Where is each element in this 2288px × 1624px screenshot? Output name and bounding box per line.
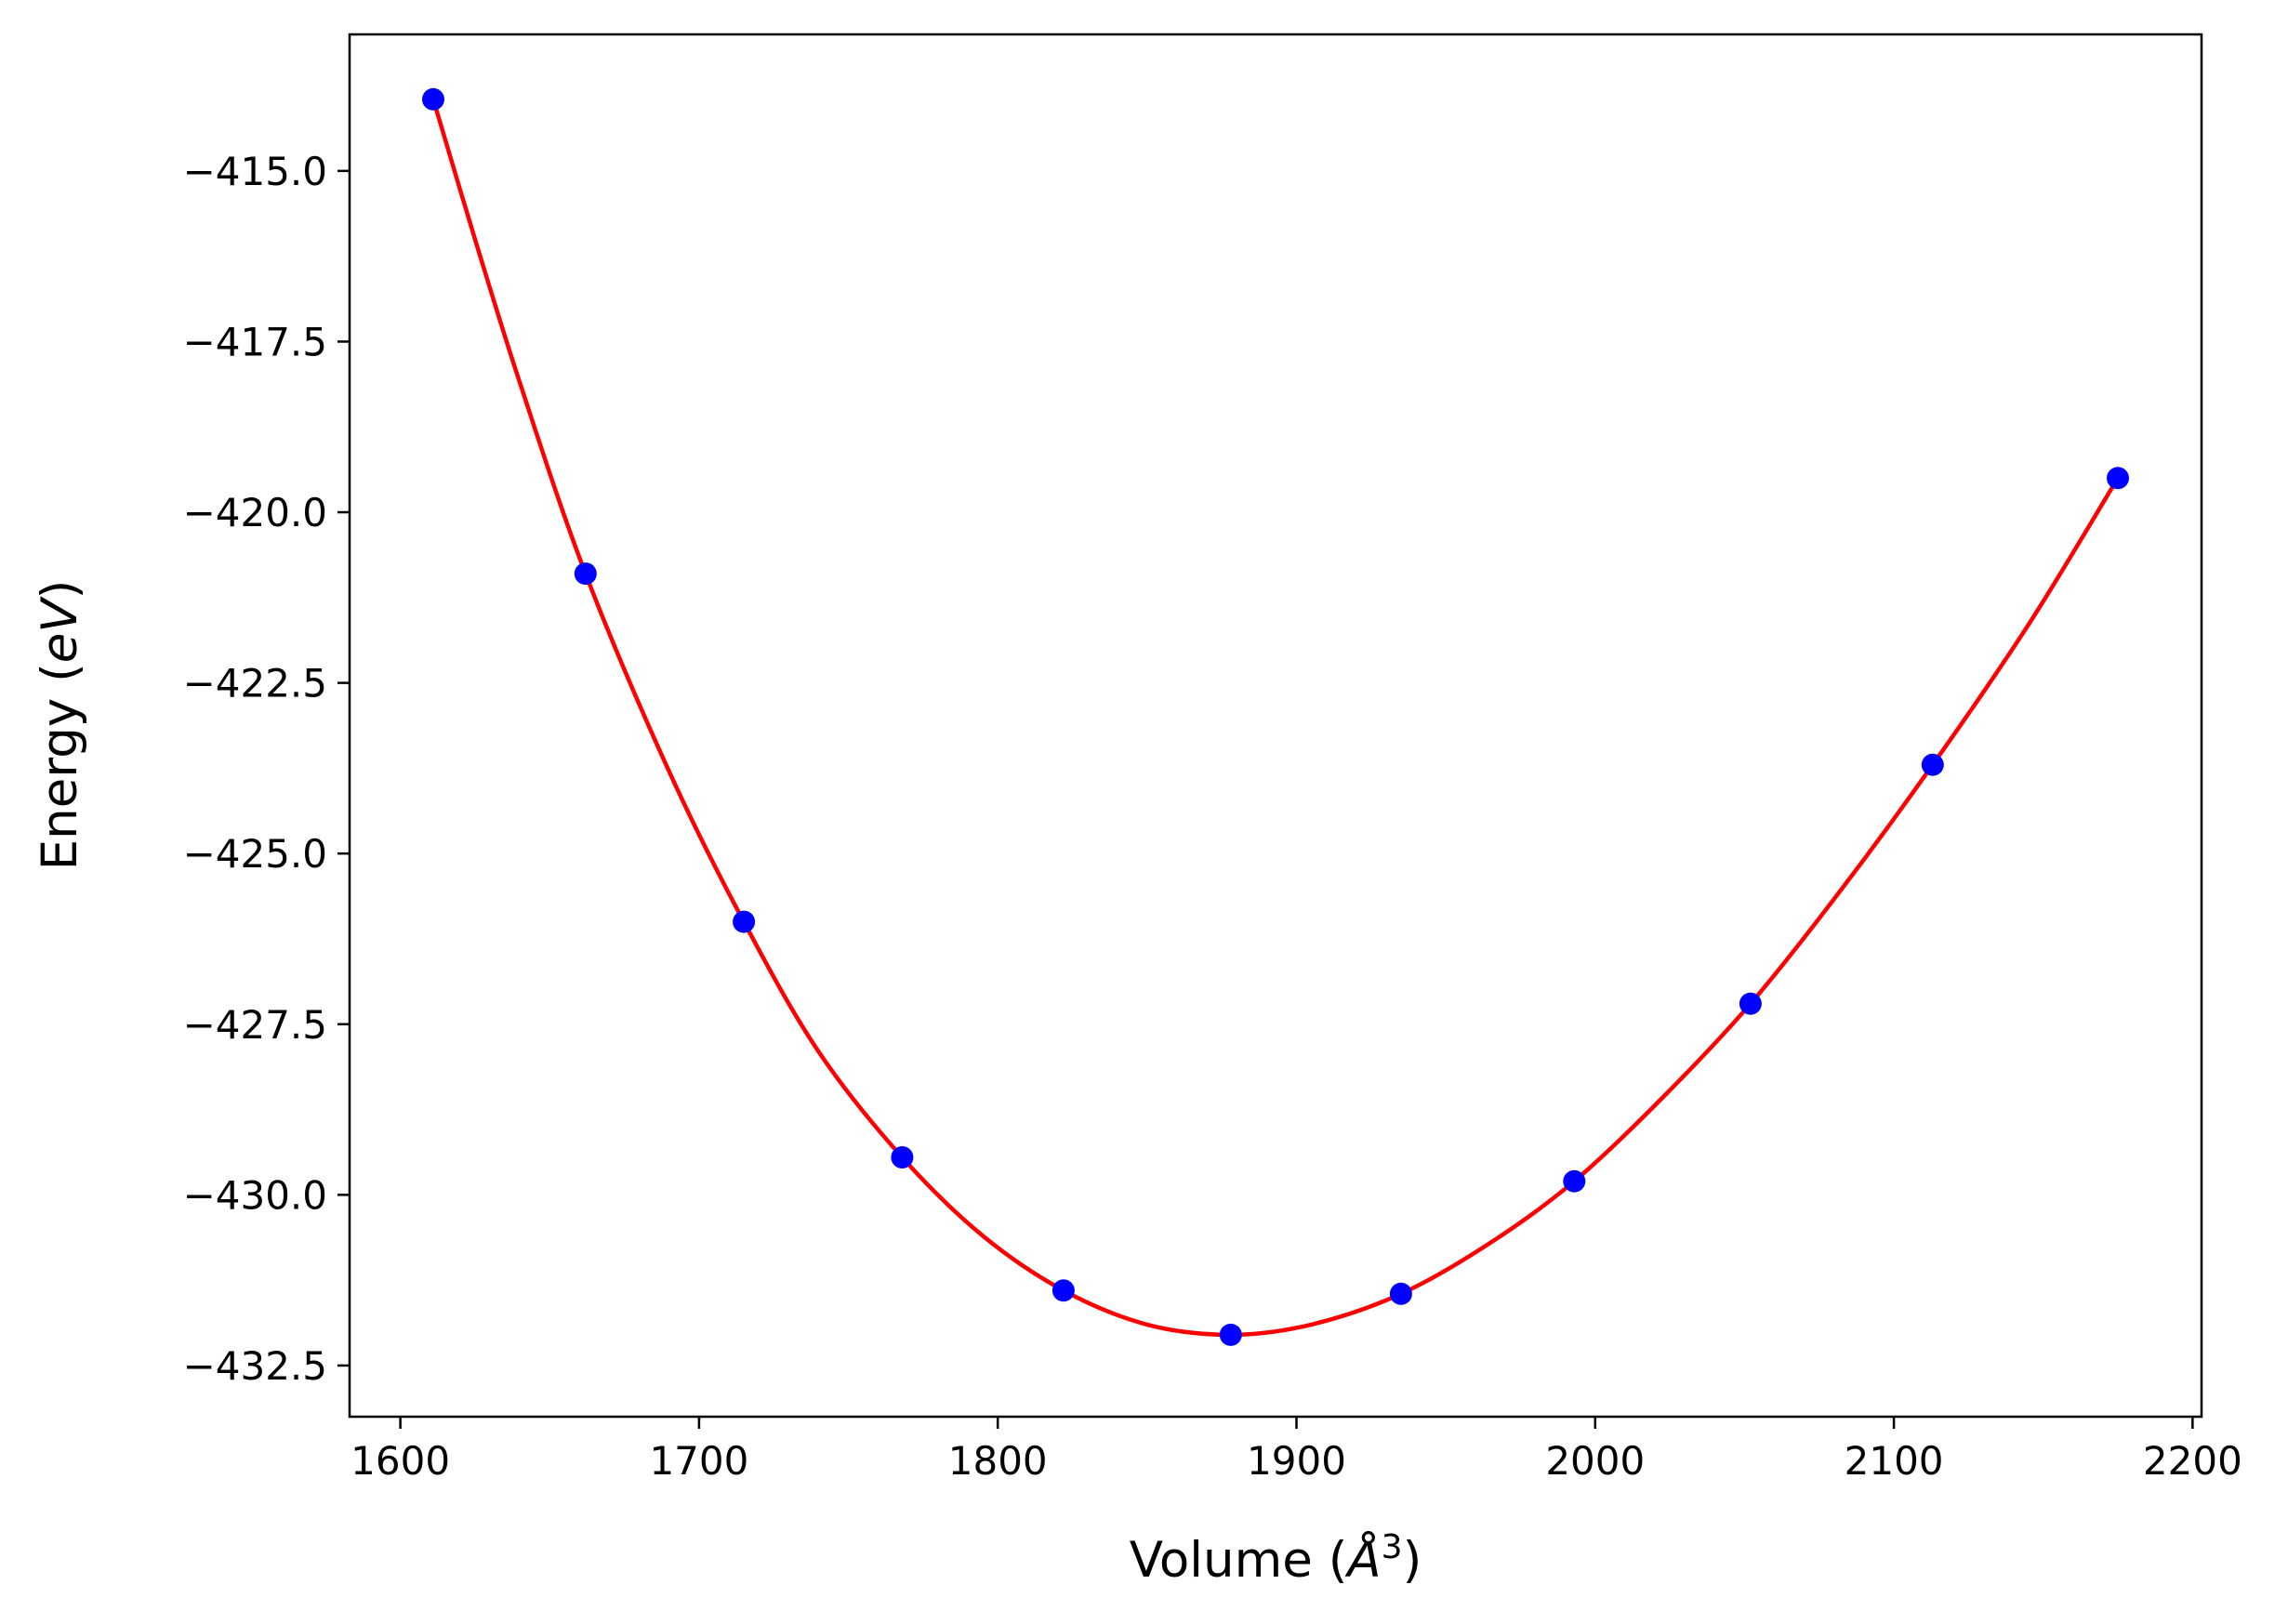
data-point bbox=[1739, 992, 1762, 1015]
fit-curve-line bbox=[430, 99, 2120, 1338]
x-tick-label: 1900 bbox=[1247, 1438, 1346, 1484]
x-tick-label: 2200 bbox=[2143, 1438, 2242, 1484]
y-tick-label: −417.5 bbox=[183, 319, 327, 364]
y-tick-label: −420.0 bbox=[183, 490, 327, 535]
x-tick-label: 1800 bbox=[948, 1438, 1048, 1484]
y-axis-label: Energy (eV) bbox=[32, 580, 88, 871]
data-point bbox=[1219, 1323, 1242, 1346]
data-point bbox=[422, 87, 444, 111]
y-tick-label: −432.5 bbox=[183, 1343, 327, 1389]
data-point bbox=[1051, 1279, 1075, 1302]
data-point bbox=[574, 562, 597, 586]
x-tick-label: 1700 bbox=[649, 1438, 748, 1484]
plot-frame bbox=[348, 33, 2203, 1419]
y-tick-label: −430.0 bbox=[183, 1172, 327, 1218]
data-point bbox=[1389, 1282, 1412, 1305]
x-axis: 1600 1700 1800 1900 2000 2100 2200 bbox=[350, 1417, 2242, 1484]
data-points-layer bbox=[422, 87, 2129, 1346]
data-point bbox=[2107, 467, 2129, 490]
y-tick-label: −425.0 bbox=[183, 831, 327, 877]
x-tick-label: 2100 bbox=[1845, 1438, 1944, 1484]
x-tick-label: 2000 bbox=[1545, 1438, 1645, 1484]
y-tick-label: −422.5 bbox=[183, 661, 327, 706]
x-tick-label: 1600 bbox=[350, 1438, 450, 1484]
fit-curve-layer bbox=[430, 99, 2120, 1338]
y-tick-label: −427.5 bbox=[183, 1002, 327, 1048]
data-point bbox=[1563, 1169, 1586, 1193]
data-point bbox=[1921, 753, 1944, 776]
x-axis-label: Volume (Å3) bbox=[1130, 1528, 1422, 1589]
y-tick-label: −415.0 bbox=[183, 149, 327, 194]
y-axis: −415.0 −417.5 −420.0 −422.5 −425.0 −427.5 −430… bbox=[183, 149, 350, 1389]
data-point bbox=[891, 1146, 914, 1168]
plot-area bbox=[350, 34, 2202, 1417]
data-point bbox=[733, 910, 756, 933]
